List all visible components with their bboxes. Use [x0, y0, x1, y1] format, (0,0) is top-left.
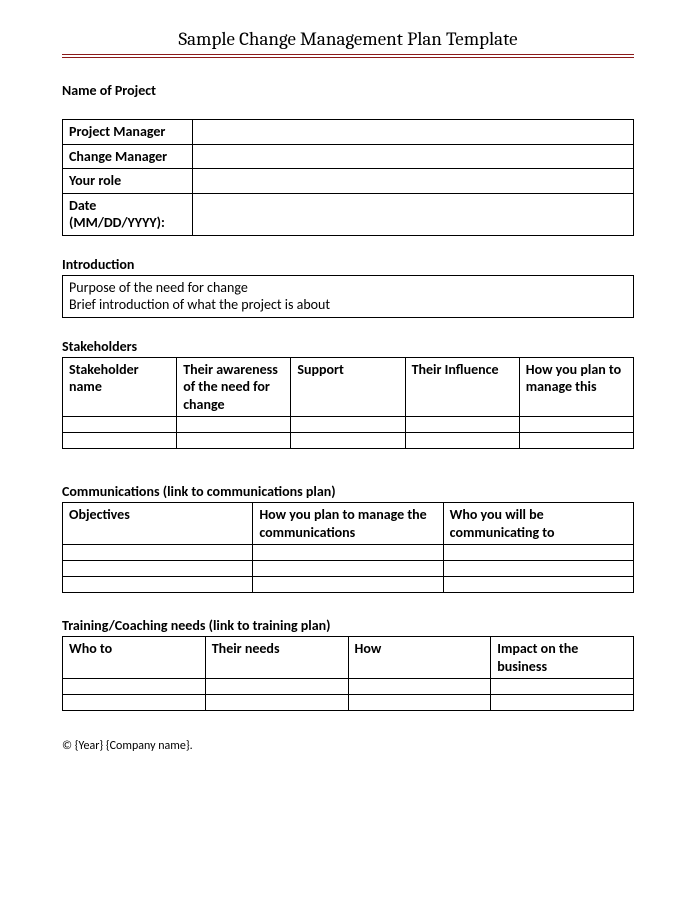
label-your-role: Your role [63, 169, 193, 194]
table-row [63, 561, 634, 577]
col-influence: Their Influence [405, 357, 519, 417]
col-awareness: Their awareness of the need for change [177, 357, 291, 417]
table-row: Purpose of the need for change Brief int… [63, 275, 634, 317]
table-header-row: Stakeholder name Their awareness of the … [63, 357, 634, 417]
cell [205, 679, 348, 695]
cell [348, 679, 491, 695]
col-how: How [348, 637, 491, 679]
cell [205, 695, 348, 711]
cell [443, 561, 633, 577]
cell [63, 577, 253, 593]
col-objectives: Objectives [63, 503, 253, 545]
communications-table: Objectives How you plan to manage the co… [62, 502, 634, 593]
cell [177, 433, 291, 449]
col-who-to: Who to [63, 637, 206, 679]
cell [519, 417, 633, 433]
cell [253, 545, 443, 561]
section-communications: Communications (link to communications p… [62, 483, 634, 500]
table-row: Change Manager [63, 144, 634, 169]
label-project-manager: Project Manager [63, 120, 193, 145]
page-title: Sample Change Management Plan Template [62, 28, 634, 54]
col-manage-comm: How you plan to manage the communication… [253, 503, 443, 545]
col-who-comm: Who you will be communicating to [443, 503, 633, 545]
table-row [63, 679, 634, 695]
cell [253, 561, 443, 577]
col-support: Support [291, 357, 405, 417]
table-row: Date (MM/DD/YYYY): [63, 193, 634, 235]
value-your-role [193, 169, 634, 194]
stakeholders-table: Stakeholder name Their awareness of the … [62, 357, 634, 450]
table-row: Project Manager [63, 120, 634, 145]
introduction-cell: Purpose of the need for change Brief int… [63, 275, 634, 317]
col-impact: Impact on the business [491, 637, 634, 679]
cell [491, 679, 634, 695]
col-manage: How you plan to manage this [519, 357, 633, 417]
label-change-manager: Change Manager [63, 144, 193, 169]
cell [519, 433, 633, 449]
col-stakeholder-name: Stakeholder name [63, 357, 177, 417]
intro-line1: Purpose of the need for change [69, 279, 627, 297]
table-header-row: Objectives How you plan to manage the co… [63, 503, 634, 545]
section-introduction: Introduction [62, 256, 634, 273]
table-row [63, 577, 634, 593]
title-rule [62, 54, 634, 58]
label-date: Date (MM/DD/YYYY): [63, 193, 193, 235]
table-row [63, 417, 634, 433]
table-row [63, 545, 634, 561]
cell [443, 545, 633, 561]
cell [63, 545, 253, 561]
cell [291, 433, 405, 449]
cell [491, 695, 634, 711]
cell [291, 417, 405, 433]
footer-copyright: © {Year} {Company name}. [62, 739, 634, 753]
table-row [63, 433, 634, 449]
cell [63, 561, 253, 577]
project-info-table: Project Manager Change Manager Your role… [62, 119, 634, 236]
intro-line2: Brief introduction of what the project i… [69, 296, 627, 314]
value-date [193, 193, 634, 235]
cell [177, 417, 291, 433]
cell [63, 433, 177, 449]
cell [63, 417, 177, 433]
cell [253, 577, 443, 593]
section-stakeholders: Stakeholders [62, 338, 634, 355]
cell [348, 695, 491, 711]
training-table: Who to Their needs How Impact on the bus… [62, 636, 634, 711]
section-name-of-project: Name of Project [62, 82, 634, 99]
table-row [63, 695, 634, 711]
cell [63, 679, 206, 695]
section-training: Training/Coaching needs (link to trainin… [62, 617, 634, 634]
cell [405, 417, 519, 433]
cell [63, 695, 206, 711]
value-project-manager [193, 120, 634, 145]
table-row: Your role [63, 169, 634, 194]
cell [443, 577, 633, 593]
value-change-manager [193, 144, 634, 169]
cell [405, 433, 519, 449]
col-their-needs: Their needs [205, 637, 348, 679]
table-header-row: Who to Their needs How Impact on the bus… [63, 637, 634, 679]
introduction-table: Purpose of the need for change Brief int… [62, 275, 634, 318]
